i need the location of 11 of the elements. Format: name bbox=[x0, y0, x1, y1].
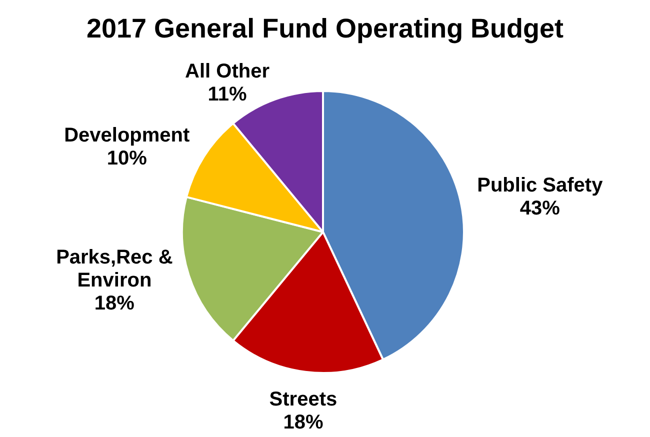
data-label: 11% bbox=[208, 83, 247, 106]
chart-title: 2017 General Fund Operating Budget bbox=[86, 13, 564, 44]
slice-label: All Other bbox=[185, 60, 270, 82]
data-label: 18% bbox=[283, 412, 324, 434]
data-label: 43% bbox=[520, 198, 560, 220]
slice-label: Public Safety bbox=[477, 174, 604, 197]
slice-label: Parks,Rec & Environ bbox=[56, 246, 173, 292]
slice-label: Development bbox=[64, 124, 190, 146]
slice-label: Streets bbox=[269, 388, 338, 411]
data-label: 10% bbox=[106, 147, 148, 170]
data-label: 18% bbox=[94, 292, 135, 314]
